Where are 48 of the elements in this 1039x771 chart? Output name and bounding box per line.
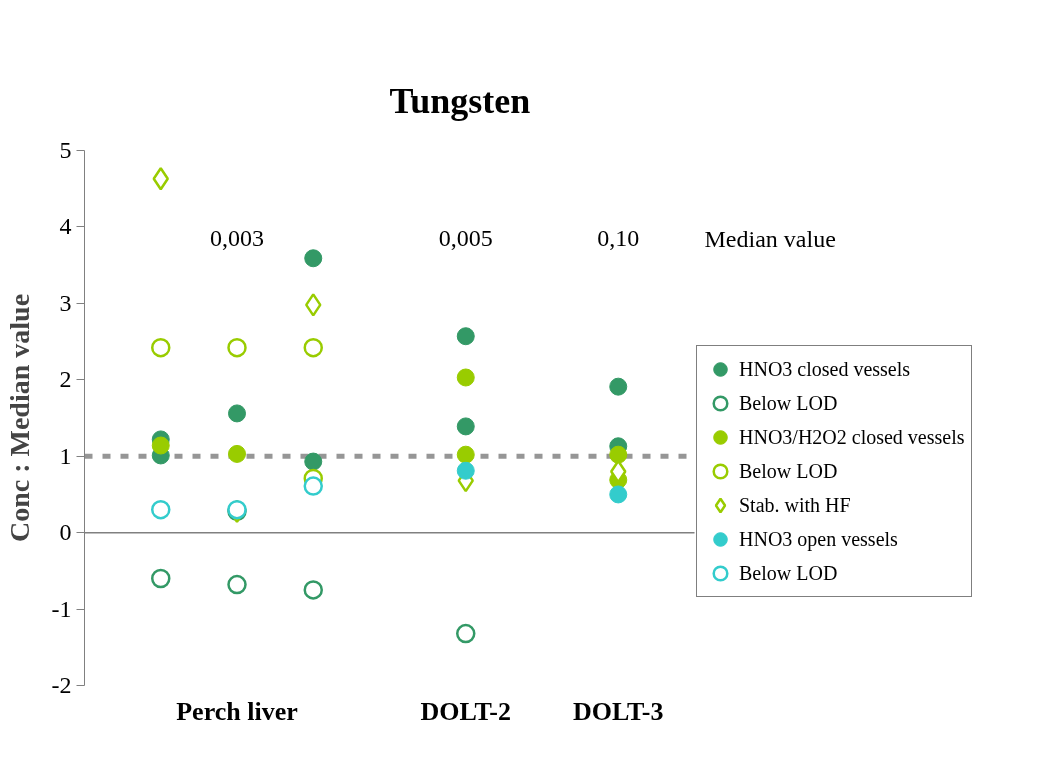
legend-label: Below LOD (739, 458, 838, 484)
y-tick-label: 5 (59, 137, 72, 163)
legend-label: HNO3 closed vessels (739, 356, 911, 382)
point (609, 485, 628, 504)
point (609, 445, 628, 464)
y-tick-label: 3 (59, 289, 72, 316)
y-tick-label: 1 (59, 442, 72, 469)
y-tick-label: -1 (51, 595, 72, 622)
point (456, 327, 475, 346)
point (228, 404, 246, 423)
point (151, 499, 171, 520)
text: Median value (704, 225, 836, 252)
point (456, 461, 475, 480)
point (152, 167, 169, 191)
point (609, 377, 628, 396)
legend-label: HNO3 open vessels (739, 526, 898, 553)
y-tick-label: 2 (59, 366, 72, 393)
point (303, 476, 323, 496)
y-tick-label: 4 (59, 213, 72, 240)
point (456, 445, 475, 464)
point (303, 580, 323, 600)
point (304, 249, 323, 268)
point (151, 436, 170, 455)
point (227, 337, 247, 358)
chart-title: Tungsten (389, 80, 531, 121)
point (228, 444, 246, 463)
y-axis-title: Conc : Median value (3, 293, 35, 543)
legend-label: HNO3/H2O2 closed vessels (739, 424, 965, 450)
x-tick-label: DOLT-2 (420, 696, 512, 726)
point (456, 368, 475, 387)
x-tick-label: Perch liver (176, 696, 298, 726)
point (151, 337, 171, 358)
x-tick-label: DOLT-3 (572, 696, 664, 726)
y-tick-label: -2 (51, 672, 72, 698)
point (456, 417, 475, 436)
point (227, 574, 247, 595)
legend-label: Stab. with HF (739, 492, 851, 518)
point (151, 568, 171, 589)
point (305, 293, 322, 317)
point (456, 623, 476, 644)
legend-label: Below LOD (739, 560, 838, 586)
annotation: 0,10 (597, 225, 640, 252)
point (304, 452, 323, 471)
point (303, 337, 323, 358)
annotation: 0,003 (210, 225, 264, 252)
y-tick-label: 0 (59, 519, 72, 546)
annotation: 0,005 (438, 225, 493, 252)
legend-label: Below LOD (739, 390, 838, 416)
